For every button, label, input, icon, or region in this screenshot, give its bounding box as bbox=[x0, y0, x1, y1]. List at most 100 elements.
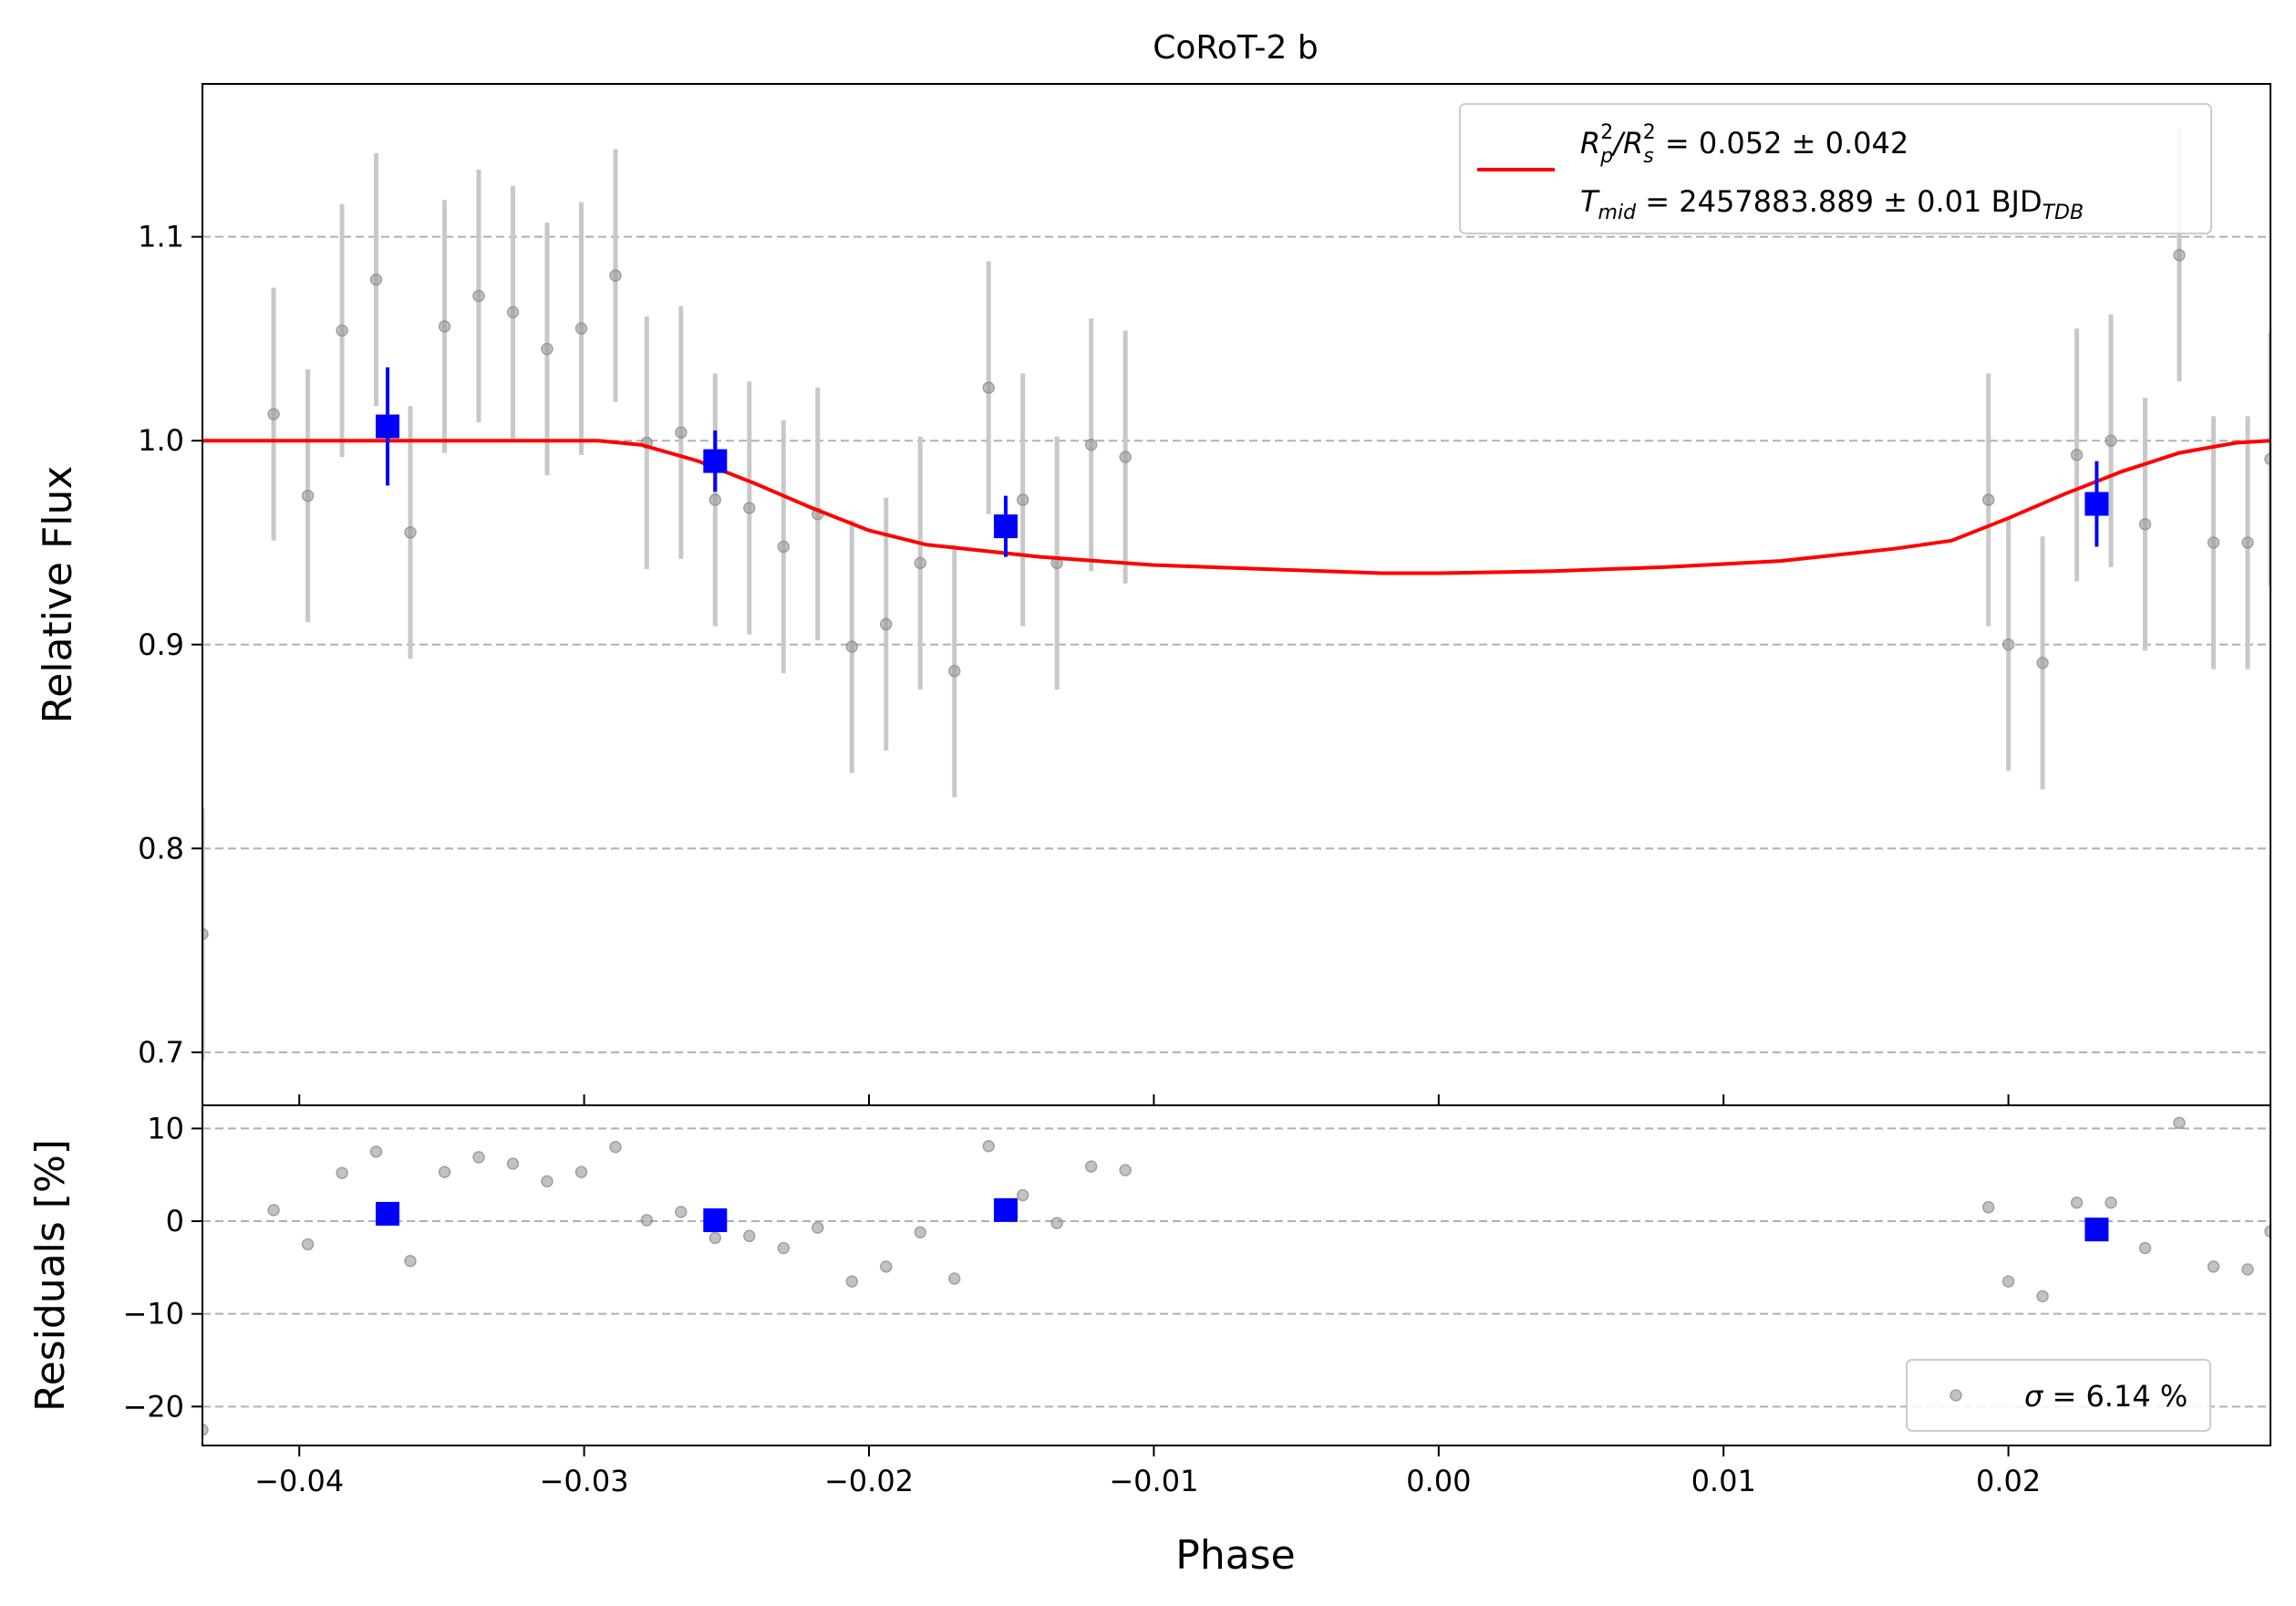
flux-data-point bbox=[1119, 451, 1132, 463]
flux-y-tick-label: 1.0 bbox=[138, 423, 184, 458]
flux-data-point bbox=[1084, 438, 1098, 451]
residual-legend-sigma: σ = 6.14 % bbox=[2024, 1379, 2187, 1414]
flux-binned-point bbox=[376, 414, 400, 439]
residual-data-point bbox=[506, 1157, 520, 1170]
residual-y-tick-label: 10 bbox=[147, 1111, 184, 1145]
legend-rp-symbol: R bbox=[1580, 126, 1600, 161]
residual-legend-box bbox=[1906, 1359, 2211, 1432]
legend-t-subscript: mid bbox=[1598, 202, 1638, 224]
flux-data-points bbox=[202, 249, 2270, 940]
phase-x-tick-label: −0.02 bbox=[824, 1464, 914, 1498]
legend-tmid-value: = 2457883.889 ± 0.01 BJD bbox=[1636, 184, 2043, 219]
legend-rs-exponent: 2 bbox=[1643, 121, 1656, 144]
flux-data-point bbox=[1016, 493, 1029, 506]
flux-legend-rp-rs: Rp2/Rs2 = 0.052 ± 0.042 bbox=[1580, 121, 1908, 168]
transit-model-line bbox=[202, 439, 2270, 575]
flux-data-point bbox=[404, 526, 417, 539]
flux-data-point bbox=[574, 322, 588, 336]
residual-data-point bbox=[202, 1423, 209, 1436]
flux-legend-box bbox=[1459, 103, 2212, 234]
flux-legend-tmid: Tmid = 2457883.889 ± 0.01 BJDTDB bbox=[1580, 184, 2084, 224]
flux-data-point bbox=[947, 665, 961, 678]
flux-data-point bbox=[708, 493, 722, 506]
residual-data-point bbox=[2105, 1196, 2117, 1209]
flux-data-point bbox=[2138, 518, 2152, 531]
residual-data-point bbox=[845, 1275, 859, 1288]
residual-legend-marker bbox=[1950, 1389, 1962, 1402]
legend-sigma-value: = 6.14 % bbox=[2043, 1379, 2187, 1414]
residual-panel-frame bbox=[202, 1104, 2271, 1446]
residual-legend: σ = 6.14 % bbox=[1906, 1359, 2211, 1432]
residual-data-point bbox=[609, 1140, 622, 1154]
residual-data-point bbox=[574, 1166, 588, 1178]
flux-data-point bbox=[777, 540, 791, 554]
flux-data-point bbox=[2001, 638, 2015, 651]
legend-sigma-symbol: σ bbox=[2024, 1379, 2044, 1414]
flux-binned-point bbox=[2084, 492, 2109, 516]
residual-data-point bbox=[267, 1204, 280, 1217]
residual-data-point bbox=[1981, 1201, 1995, 1214]
flux-data-point bbox=[438, 320, 451, 333]
flux-data-point bbox=[2173, 249, 2186, 262]
residual-data-point bbox=[541, 1175, 553, 1188]
residual-binned-point bbox=[993, 1197, 1018, 1222]
flux-data-point bbox=[2105, 434, 2117, 447]
residual-data-point bbox=[777, 1241, 791, 1255]
residual-y-tick-label: 0 bbox=[166, 1204, 184, 1238]
flux-data-point bbox=[541, 342, 553, 356]
residual-data-point bbox=[675, 1206, 688, 1218]
residual-binned-points bbox=[376, 1197, 2109, 1242]
flux-y-tick-label: 0.7 bbox=[138, 1035, 184, 1070]
residual-binned-point bbox=[703, 1208, 728, 1233]
flux-data-point bbox=[2036, 657, 2049, 669]
residual-data-point bbox=[914, 1226, 926, 1238]
chart-title: CoRoT-2 b bbox=[1153, 29, 1318, 67]
flux-y-axis-label: Relative Flux bbox=[35, 466, 81, 724]
residual-data-point bbox=[743, 1229, 756, 1243]
residual-data-point bbox=[1119, 1164, 1132, 1176]
residual-data-point bbox=[2036, 1290, 2049, 1303]
residual-y-axis-label: Residuals [%] bbox=[27, 1139, 74, 1412]
legend-rp-subscript: p bbox=[1599, 145, 1613, 168]
residual-data-point bbox=[2070, 1196, 2084, 1209]
flux-binned-point bbox=[993, 514, 1018, 539]
flux-y-tick-label: 1.1 bbox=[138, 220, 184, 254]
flux-y-tick-label: 0.8 bbox=[138, 831, 184, 865]
residual-data-point bbox=[438, 1166, 451, 1178]
residual-y-ticks: −20 −10 0 10 bbox=[122, 1111, 202, 1424]
phase-x-tick-label: −0.01 bbox=[1109, 1464, 1198, 1498]
phase-x-tick-label: 0.00 bbox=[1406, 1464, 1471, 1498]
flux-data-point bbox=[1981, 493, 1995, 506]
phase-x-tick-label: −0.04 bbox=[254, 1464, 344, 1498]
flux-data-point bbox=[506, 306, 520, 319]
residual-data-point bbox=[2241, 1263, 2254, 1276]
residual-data-point bbox=[336, 1166, 348, 1179]
residual-data-point bbox=[2173, 1116, 2186, 1130]
flux-data-point bbox=[336, 324, 348, 337]
residual-data-point bbox=[1050, 1217, 1063, 1229]
flux-y-ticks: 0.7 0.8 0.9 1.0 1.1 bbox=[138, 220, 202, 1070]
flux-data-point bbox=[2264, 452, 2270, 466]
residual-data-point bbox=[708, 1231, 722, 1245]
residual-data-point bbox=[2264, 1225, 2270, 1238]
flux-data-point bbox=[914, 556, 926, 570]
flux-data-point bbox=[2207, 536, 2220, 549]
flux-data-point bbox=[2070, 449, 2084, 461]
flux-data-point bbox=[267, 408, 280, 420]
phase-x-axis-label: Phase bbox=[1175, 1532, 1295, 1579]
residual-data-point bbox=[2001, 1275, 2015, 1288]
flux-data-point bbox=[301, 489, 315, 503]
residual-data-point bbox=[472, 1151, 485, 1164]
residual-data-point bbox=[369, 1145, 383, 1158]
flux-data-point bbox=[880, 617, 893, 631]
residual-data-point bbox=[812, 1221, 824, 1234]
phase-x-tick-label: 0.01 bbox=[1691, 1464, 1756, 1498]
flux-data-point bbox=[675, 426, 688, 440]
residual-data-point bbox=[880, 1260, 893, 1273]
flux-data-point bbox=[472, 289, 485, 303]
phase-x-tick-label: 0.02 bbox=[1976, 1464, 2041, 1498]
residual-data-points bbox=[202, 1116, 2270, 1436]
residual-data-point bbox=[640, 1214, 654, 1227]
